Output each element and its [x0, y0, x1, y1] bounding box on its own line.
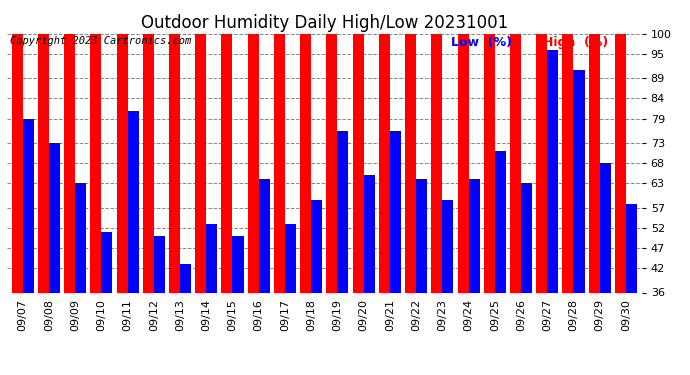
Bar	[337, 131, 348, 292]
Bar	[589, 34, 600, 292]
Bar	[416, 179, 427, 292]
Bar	[562, 34, 573, 292]
Bar	[326, 34, 337, 292]
Bar	[600, 163, 611, 292]
Bar	[364, 175, 375, 292]
Bar	[248, 34, 259, 292]
Bar	[143, 34, 154, 292]
Bar	[573, 70, 584, 292]
Bar	[233, 236, 244, 292]
Bar	[311, 200, 322, 292]
Bar	[49, 143, 60, 292]
Bar	[405, 34, 416, 292]
Bar	[390, 131, 401, 292]
Bar	[615, 34, 626, 292]
Bar	[379, 34, 390, 292]
Bar	[353, 34, 364, 292]
Text: Low  (%): Low (%)	[451, 36, 512, 50]
Bar	[626, 204, 637, 292]
Bar	[101, 232, 112, 292]
Bar	[274, 34, 285, 292]
Bar	[154, 236, 165, 292]
Bar	[221, 34, 233, 292]
Title: Outdoor Humidity Daily High/Low 20231001: Outdoor Humidity Daily High/Low 20231001	[141, 14, 508, 32]
Bar	[442, 200, 453, 292]
Bar	[300, 34, 311, 292]
Bar	[457, 34, 469, 292]
Bar	[117, 34, 128, 292]
Bar	[90, 34, 101, 292]
Bar	[23, 118, 34, 292]
Bar	[169, 34, 180, 292]
Bar	[195, 34, 206, 292]
Bar	[469, 179, 480, 292]
Text: Copyright 2023 Cartronics.com: Copyright 2023 Cartronics.com	[10, 36, 191, 46]
Bar	[431, 34, 442, 292]
Bar	[38, 34, 49, 292]
Bar	[285, 224, 296, 292]
Bar	[75, 183, 86, 292]
Bar	[547, 50, 558, 292]
Bar	[259, 179, 270, 292]
Bar	[510, 34, 521, 292]
Text: High  (%): High (%)	[543, 36, 609, 50]
Bar	[128, 111, 139, 292]
Bar	[536, 34, 547, 292]
Bar	[484, 34, 495, 292]
Bar	[180, 264, 191, 292]
Bar	[64, 34, 75, 292]
Bar	[206, 224, 217, 292]
Bar	[495, 151, 506, 292]
Bar	[521, 183, 532, 292]
Bar	[12, 34, 23, 292]
